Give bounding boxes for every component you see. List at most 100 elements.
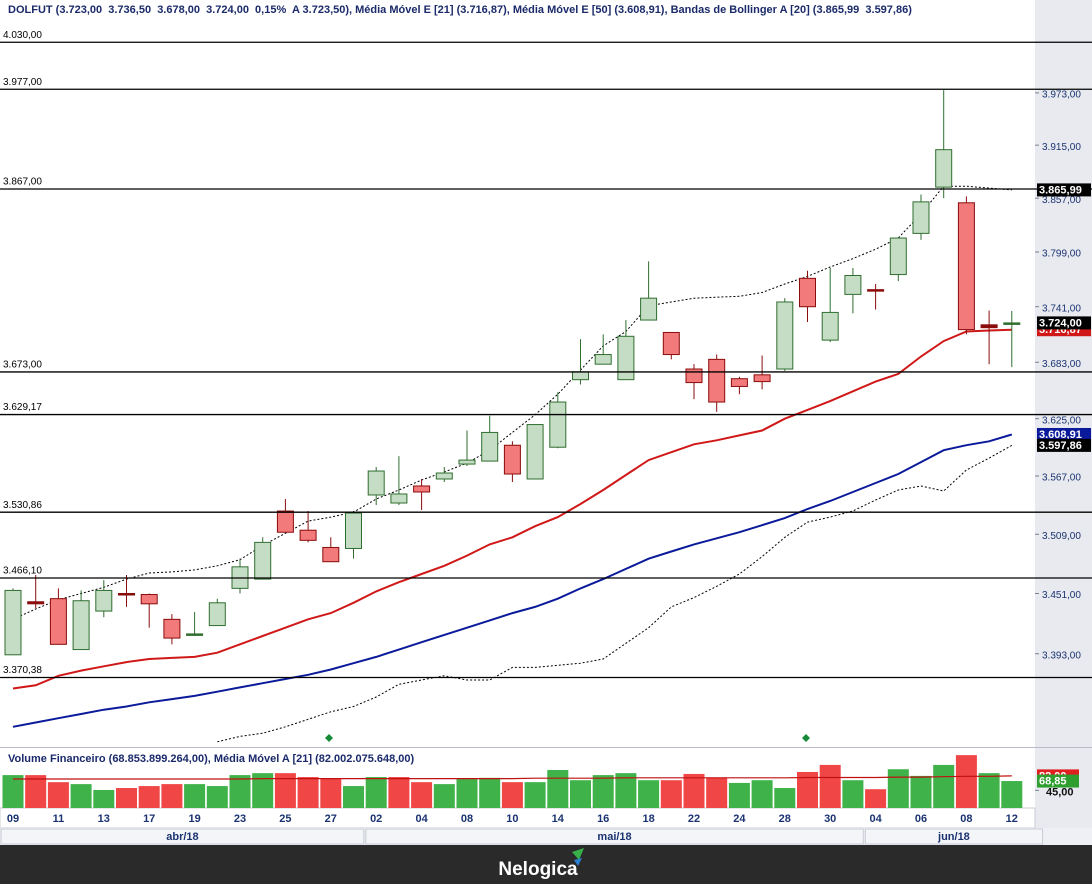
price-tag <box>1037 427 1091 441</box>
volume-bar <box>184 784 206 808</box>
volume-bar <box>865 789 887 808</box>
volume-bar <box>797 771 818 808</box>
volume-bar <box>547 770 569 808</box>
level-label: 3.673,00 <box>3 360 42 371</box>
candle-body <box>685 368 703 384</box>
volume-bar <box>93 789 115 808</box>
x-tick-label: 10 <box>506 813 518 825</box>
candle-body <box>299 529 317 541</box>
volume-bar <box>252 773 274 808</box>
candle-body <box>254 541 272 580</box>
candle-body <box>367 470 385 496</box>
volume-bar <box>819 764 841 808</box>
volume-bar <box>297 777 319 808</box>
candle-body <box>345 512 362 549</box>
candle-body <box>935 149 953 188</box>
axis-bg <box>1035 0 1092 845</box>
candle-body <box>957 202 975 331</box>
x-tick-label: 11 <box>53 813 65 825</box>
volume-bar <box>570 780 591 808</box>
logo-mark <box>572 848 584 860</box>
candle-body <box>799 277 816 308</box>
chart-header: DOLFUT (3.723,00 3.736,50 3.678,00 3.724… <box>8 4 912 16</box>
volume-bar <box>887 769 909 808</box>
line-series <box>12 433 1013 728</box>
candle-body <box>140 594 158 605</box>
candle-body <box>481 431 499 462</box>
x-tick-label: 22 <box>688 813 700 825</box>
candle-body <box>526 424 544 480</box>
x-tick-label: 30 <box>824 813 836 825</box>
volume-bar <box>274 773 296 808</box>
price-tag-label: 3.865,99 <box>1039 184 1082 196</box>
volume-bar <box>501 782 523 808</box>
x-tick-label: 25 <box>279 813 291 825</box>
y-tick-label: 3.393,00 <box>1042 650 1081 661</box>
legend: (3.723,00 3.736,50 3.678,00 3.724,00 0,1… <box>53 4 913 16</box>
candle-body <box>912 201 930 234</box>
volume-bar <box>955 755 977 808</box>
candle-body <box>186 633 204 636</box>
x-tick-label: 04 <box>869 813 882 825</box>
y-tick-label: 3.915,00 <box>1042 142 1081 153</box>
candle-body <box>276 510 294 533</box>
y-tick-label: 45,00 <box>1046 786 1074 798</box>
candle-body <box>617 335 635 381</box>
candle-body <box>95 589 113 612</box>
volume-bar <box>229 775 251 808</box>
month-cell <box>365 828 864 845</box>
volume-bar <box>683 773 705 808</box>
level-label: 3.466,10 <box>3 566 42 577</box>
candle-body <box>163 618 181 639</box>
candle-body <box>821 311 839 341</box>
volume-bar <box>206 786 228 808</box>
candle-body <box>413 485 431 493</box>
month-label: jun/18 <box>937 831 970 843</box>
candle-body <box>435 472 453 480</box>
candle-body <box>889 237 907 276</box>
volume-bar <box>388 777 410 808</box>
candle-body <box>708 358 726 403</box>
level-label: 4.030,00 <box>3 30 42 41</box>
candle-body <box>776 301 794 370</box>
volume-bar <box>2 775 24 808</box>
volume-bar <box>592 775 614 808</box>
x-tick-label: 04 <box>415 813 428 825</box>
volume-bar <box>660 780 682 808</box>
candle-body <box>594 354 612 365</box>
x-tick-label: 08 <box>960 813 972 825</box>
volume-bar <box>116 788 137 808</box>
x-tick-label: 17 <box>143 813 155 825</box>
y-tick-label: 3.683,00 <box>1042 359 1081 370</box>
y-tick-label: 3.741,00 <box>1042 303 1081 314</box>
footer-bar <box>0 845 1092 884</box>
volume-bar <box>774 788 796 808</box>
volume-bar <box>728 782 750 808</box>
x-tick-label: 14 <box>552 813 565 825</box>
x-tick-label: 28 <box>779 813 791 825</box>
y-tick-label: 3.509,00 <box>1042 531 1081 542</box>
logo-mark <box>574 858 582 866</box>
plot-bg <box>0 0 1035 808</box>
candle-body <box>662 331 680 356</box>
volume-bar <box>456 779 478 808</box>
candle-body <box>753 374 771 383</box>
price-tag-label: 3.724,00 <box>1039 317 1082 329</box>
volume-bar <box>320 779 342 808</box>
price-tag-label: 68,85 <box>1039 775 1067 787</box>
y-tick-label: 3.973,00 <box>1042 89 1081 100</box>
y-tick-label: 3.451,00 <box>1042 590 1081 601</box>
y-tick-label: 3.857,00 <box>1042 195 1081 206</box>
volume-bar <box>70 784 92 808</box>
candle-body <box>390 493 408 504</box>
price-tag <box>1037 774 1079 788</box>
volume-legend: (68.853.899.264,00), Média Móvel A [21] … <box>106 753 415 765</box>
candle-body <box>49 598 67 645</box>
volume-bar <box>751 780 773 808</box>
x-tick-label: 24 <box>733 813 746 825</box>
volume-bar <box>910 775 932 808</box>
candle-body <box>844 274 862 295</box>
candle-body <box>980 324 998 329</box>
candle-body <box>458 459 476 465</box>
